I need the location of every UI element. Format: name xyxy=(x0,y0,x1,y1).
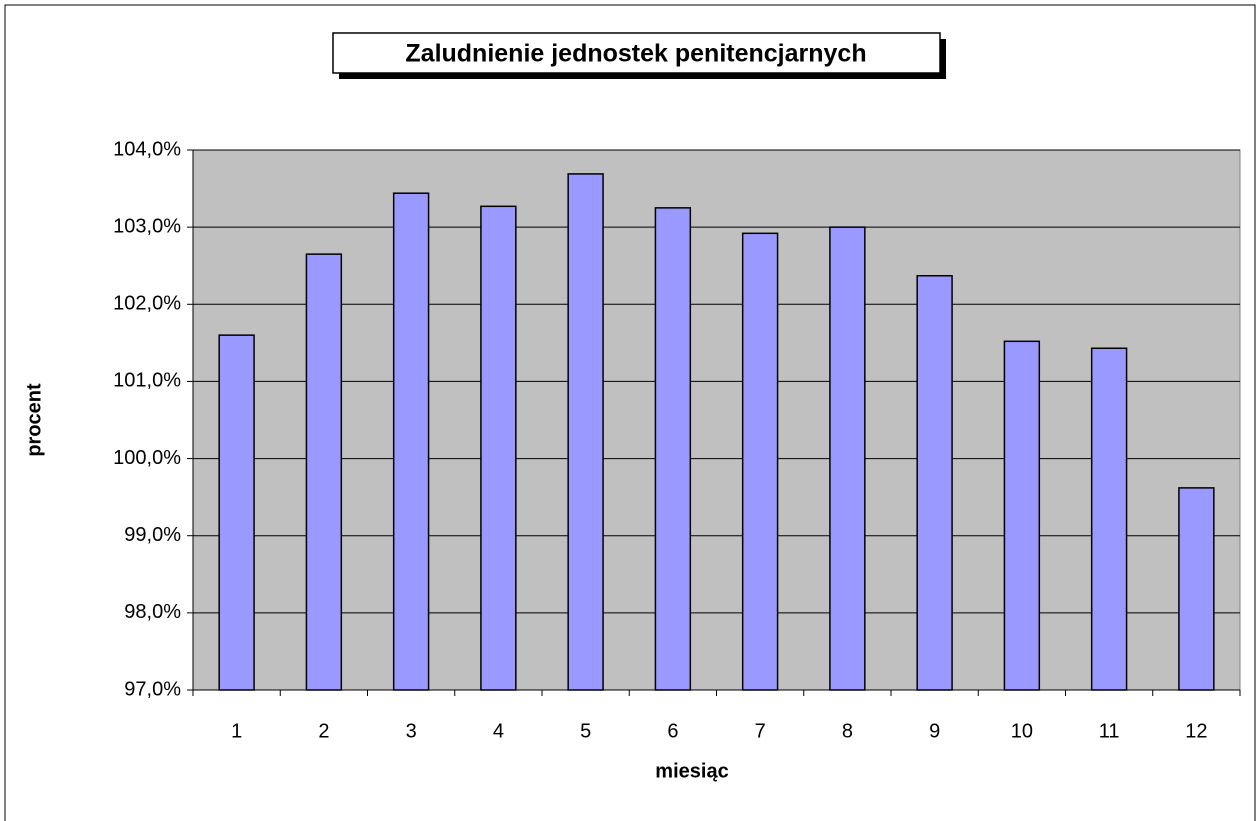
y-tick-label: 97,0% xyxy=(124,678,181,700)
x-tick-label: 2 xyxy=(318,720,329,742)
x-tick-label: 9 xyxy=(929,720,940,742)
x-tick-label: 4 xyxy=(493,720,504,742)
x-tick-label: 12 xyxy=(1185,720,1207,742)
plot-area xyxy=(192,149,1241,691)
y-axis-label: procent xyxy=(23,383,45,457)
bar xyxy=(305,253,343,691)
x-tick-label: 7 xyxy=(755,720,766,742)
bar xyxy=(1178,487,1215,691)
x-tick-label: 11 xyxy=(1099,720,1120,742)
x-tick-label: 5 xyxy=(580,720,591,742)
bar xyxy=(741,232,779,691)
y-tick-label: 98,0% xyxy=(124,601,181,623)
bar xyxy=(218,334,255,691)
bar xyxy=(392,192,430,691)
x-tick-label: 10 xyxy=(1011,720,1033,742)
y-tick-label: 100,0% xyxy=(113,447,181,469)
bar xyxy=(829,226,866,691)
x-axis-label: miesiąc xyxy=(655,760,728,782)
x-tick-label: 3 xyxy=(406,720,417,742)
x-tick-label: 1 xyxy=(231,720,242,742)
x-tick-label: 6 xyxy=(667,720,678,742)
bar xyxy=(1003,340,1041,691)
bar xyxy=(480,205,517,691)
bar xyxy=(1090,347,1128,691)
bar xyxy=(654,207,692,691)
bar xyxy=(567,173,604,691)
y-tick-label: 104,0% xyxy=(113,138,181,160)
y-tick-label: 99,0% xyxy=(124,524,181,546)
y-tick-label: 103,0% xyxy=(113,215,181,237)
y-tick-label: 102,0% xyxy=(113,293,181,315)
y-tick-label: 101,0% xyxy=(113,370,181,392)
x-tick-label: 8 xyxy=(842,720,853,742)
bar xyxy=(916,274,953,691)
title-box xyxy=(332,32,941,74)
chart-title: Zaludnienie jednostek penitencjarnych xyxy=(405,40,866,68)
